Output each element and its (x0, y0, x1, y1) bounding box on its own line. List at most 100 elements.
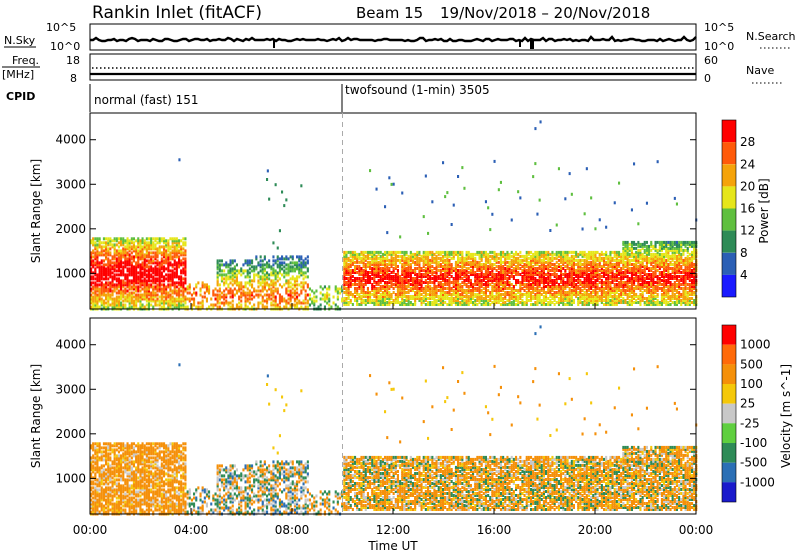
power-cell (572, 291, 575, 294)
power-cell (173, 253, 176, 257)
power-cell (113, 303, 116, 307)
power-cell (274, 303, 277, 307)
power-cell (132, 283, 135, 287)
power-cell (285, 267, 288, 271)
power-cell (508, 269, 511, 272)
power-cell (381, 287, 384, 290)
power-cell (409, 250, 412, 254)
power-cell (379, 303, 382, 306)
power-cell (296, 305, 299, 309)
power-cell (128, 253, 131, 257)
power-cell (452, 254, 455, 258)
power-cell (401, 283, 404, 286)
power-cell (150, 291, 153, 295)
power-cell (427, 258, 430, 262)
power-cell (590, 291, 593, 294)
power-cell (336, 289, 339, 293)
power-cell (577, 285, 580, 288)
power-cell (135, 255, 138, 259)
power-cell (422, 281, 425, 284)
power-cell (231, 277, 234, 281)
power-cell (109, 247, 112, 251)
power-cell (128, 269, 131, 273)
power-cell (231, 283, 234, 287)
power-cell (248, 279, 251, 283)
power-cell (605, 293, 608, 296)
power-cell (463, 265, 466, 268)
power-cell (431, 289, 434, 292)
power-cell (158, 263, 161, 267)
power-cell (478, 291, 481, 294)
power-cell (126, 269, 129, 273)
power-cell (519, 291, 522, 294)
power-cell (459, 287, 462, 290)
power-cell (551, 250, 554, 254)
power-cell (98, 241, 101, 245)
power-cell (572, 254, 575, 258)
power-cell (527, 277, 530, 280)
power-cell (285, 305, 288, 309)
power-cell (590, 252, 593, 256)
power-cell (379, 260, 382, 264)
power-cell (386, 258, 389, 262)
power-cell (553, 275, 556, 278)
power-cell (469, 285, 472, 288)
power-cell (615, 256, 618, 260)
power-cell (590, 260, 593, 264)
power-cell (124, 239, 127, 243)
power-cell (137, 285, 140, 289)
power-cell (132, 271, 135, 275)
power-cell (124, 283, 127, 287)
power-cell (261, 271, 264, 275)
power-cell (609, 295, 612, 298)
power-cell (113, 237, 116, 241)
power-cell (188, 299, 191, 303)
power-cell (128, 245, 131, 249)
power-cell (465, 299, 468, 302)
power-cell (472, 263, 475, 266)
power-cell (609, 299, 612, 302)
power-cell (587, 269, 590, 272)
power-cell (302, 283, 305, 287)
power-cell (549, 256, 552, 260)
power-cell (313, 299, 316, 303)
power-cell (538, 297, 541, 300)
power-cell (163, 303, 166, 307)
power-cell (439, 258, 442, 262)
power-cell (416, 279, 419, 282)
power-cell (366, 256, 369, 260)
power-cell (613, 303, 616, 306)
power-cell (139, 253, 142, 257)
power-cell (195, 293, 198, 297)
power-cell (96, 277, 99, 281)
power-cell (386, 289, 389, 292)
power-cell (238, 289, 241, 293)
power-cell (411, 256, 414, 260)
power-cell (109, 295, 112, 299)
nsky-tick-bottom-left: 10^0 (50, 40, 80, 53)
power-cell (92, 259, 95, 263)
power-cell (244, 293, 247, 297)
power-cell (427, 275, 430, 278)
power-cell (311, 289, 314, 293)
power-cell (542, 254, 545, 258)
power-cell (615, 271, 618, 274)
power-cell (165, 257, 168, 261)
power-cell (377, 260, 380, 264)
power-cell (117, 281, 120, 285)
power-cell (575, 291, 578, 294)
power-cell (113, 283, 116, 287)
power-cell (611, 303, 614, 306)
power-cell (510, 271, 513, 274)
power-cell (349, 260, 352, 264)
power-cell (553, 273, 556, 276)
power-cell (534, 273, 537, 276)
power-cell (396, 299, 399, 302)
power-cell (626, 265, 629, 268)
power-cell (551, 263, 554, 266)
power-cell (390, 252, 393, 256)
power-cell (538, 295, 541, 298)
power-cell (152, 277, 155, 281)
power-cell (364, 254, 367, 258)
power-cell (603, 273, 606, 276)
